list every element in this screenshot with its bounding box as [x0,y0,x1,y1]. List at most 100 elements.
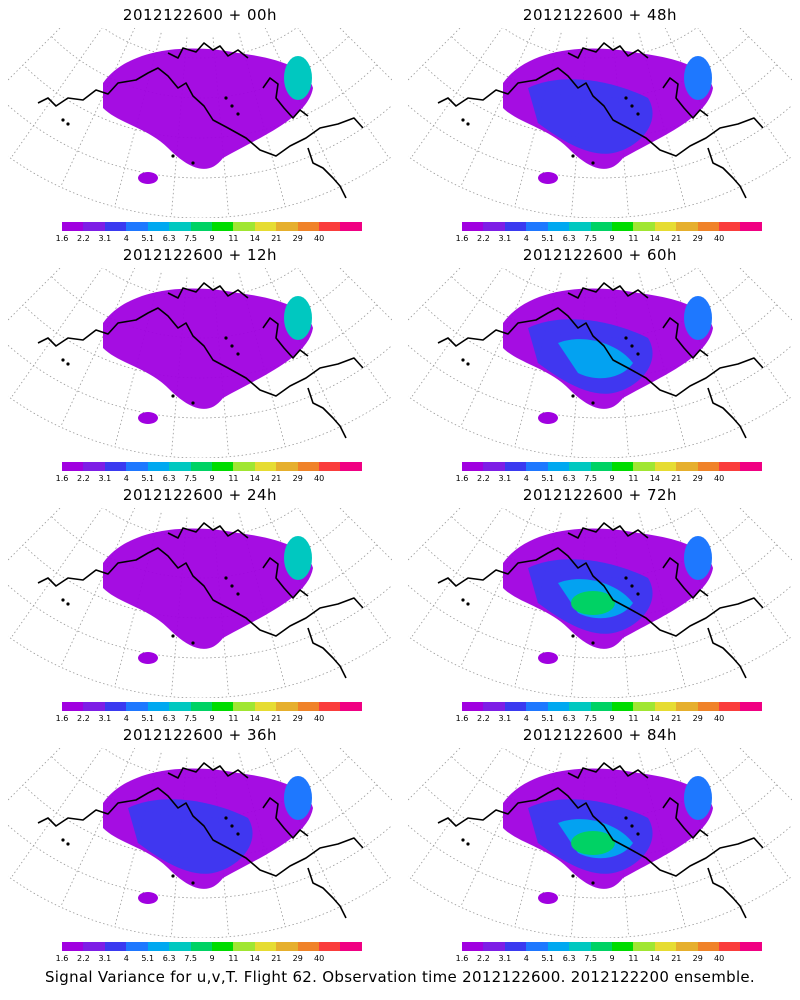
variance-field [284,296,312,340]
colorbar-swatch [126,222,148,231]
colorbar-swatch [719,702,741,711]
colorbar-swatch [654,702,677,711]
colorbar-tick-label: 4 [523,234,529,243]
panel-title: 2012122600 + 72h [522,486,678,504]
colorbar-tick-label: 6.3 [562,954,576,963]
colorbar-swatch [569,222,591,231]
island [636,832,640,836]
colorbar-tick-label: 11 [628,474,639,483]
colorbar-tick-label: 21 [671,234,682,243]
graticule-meridian [410,748,503,879]
panel-title: 2012122600 + 12h [122,246,278,264]
island [224,96,228,100]
colorbar-swatch [62,462,84,471]
colorbar-tick-label: 14 [649,234,660,243]
colorbar-swatch [611,462,634,471]
polar-map [408,508,792,698]
coastline [37,787,364,877]
coastline [262,557,309,599]
variance-field [138,892,158,904]
colorbar-swatch [504,942,527,951]
graticule-latitude [8,635,392,698]
colorbar-tick-label: 29 [292,234,303,243]
colorbar-tick-label: 29 [692,714,703,723]
island [224,816,228,820]
island [61,358,65,362]
colorbar-swatch [62,702,84,711]
colorbar-swatch [526,702,548,711]
panel-title: 2012122600 + 00h [122,6,278,24]
island [224,336,228,340]
colorbar-tick-label: 29 [692,954,703,963]
colorbar-tick-label: 21 [271,474,282,483]
colorbar [462,942,762,951]
colorbar-tick-label: 9 [209,954,215,963]
colorbar-tick-label: 6.3 [562,714,576,723]
colorbar-tick-label: 9 [209,714,215,723]
coastline [662,317,709,359]
colorbar-swatch [676,462,698,471]
variance-field [538,172,558,184]
forecast-panel: 2012122600 + 00h 1.6 2.2 3.1 4 5.1 6.3 7.5 9 11 14… [0,0,400,245]
island [171,394,175,398]
colorbar-tick-label: 14 [649,474,660,483]
variance-field [558,339,633,379]
colorbar-swatch [319,222,341,231]
graticule-latitude [408,395,792,458]
graticule-latitude [8,875,392,938]
colorbar-swatch [169,702,191,711]
colorbar-tick-label: 3.1 [98,954,112,963]
colorbar-labels: 1.6 2.2 3.1 4 5.1 6.3 7.5 9 11 14 21 29 40 [452,954,762,964]
colorbar-swatch [590,222,612,231]
island [630,344,634,348]
colorbar [462,222,762,231]
island [624,576,628,580]
colorbar-swatch [633,462,655,471]
colorbar-tick-label: 1.6 [455,954,469,963]
island [466,842,470,846]
graticule-meridian [408,268,461,321]
colorbar-swatch [340,222,362,231]
colorbar-tick-label: 7.5 [184,714,197,723]
island [466,362,470,366]
colorbar-tick-label: 3.1 [498,954,512,963]
colorbar-tick-label: 5.1 [141,234,155,243]
colorbar-tick-label: 21 [271,954,282,963]
colorbar-swatch [340,702,362,711]
coastline [37,67,364,157]
colorbar-swatch [297,462,320,471]
colorbar-swatch [211,222,234,231]
coastline [707,147,747,199]
colorbar-swatch [590,702,612,711]
coastline [707,627,747,679]
island [630,824,634,828]
colorbar-swatch [190,702,212,711]
colorbar-swatch [276,942,298,951]
colorbar-tick-label: 11 [228,474,239,483]
colorbar-swatch [62,942,84,951]
panel-title: 2012122600 + 48h [522,6,678,24]
colorbar-swatch [719,222,741,231]
colorbar-tick-label: 1.6 [455,234,469,243]
island [66,122,70,126]
coastline [567,762,649,779]
island [466,122,470,126]
island [191,401,195,405]
colorbar-tick-label: 6.3 [162,954,176,963]
colorbar-tick-label: 5.1 [141,474,155,483]
colorbar-tick-label: 5.1 [141,954,155,963]
colorbar-swatch [211,942,234,951]
colorbar-swatch [611,942,634,951]
island [191,641,195,645]
coastline [262,77,309,119]
colorbar-tick-label: 1.6 [455,474,469,483]
graticule-meridian [8,268,61,321]
colorbar-labels: 1.6 2.2 3.1 4 5.1 6.3 7.5 9 11 14 21 29 40 [52,474,362,484]
colorbar-tick-label: 29 [692,474,703,483]
colorbar-swatch [740,942,762,951]
island [636,592,640,596]
colorbar-swatch [83,222,105,231]
variance-field [684,536,712,580]
colorbar-swatch [633,702,655,711]
variance-field [571,591,615,615]
